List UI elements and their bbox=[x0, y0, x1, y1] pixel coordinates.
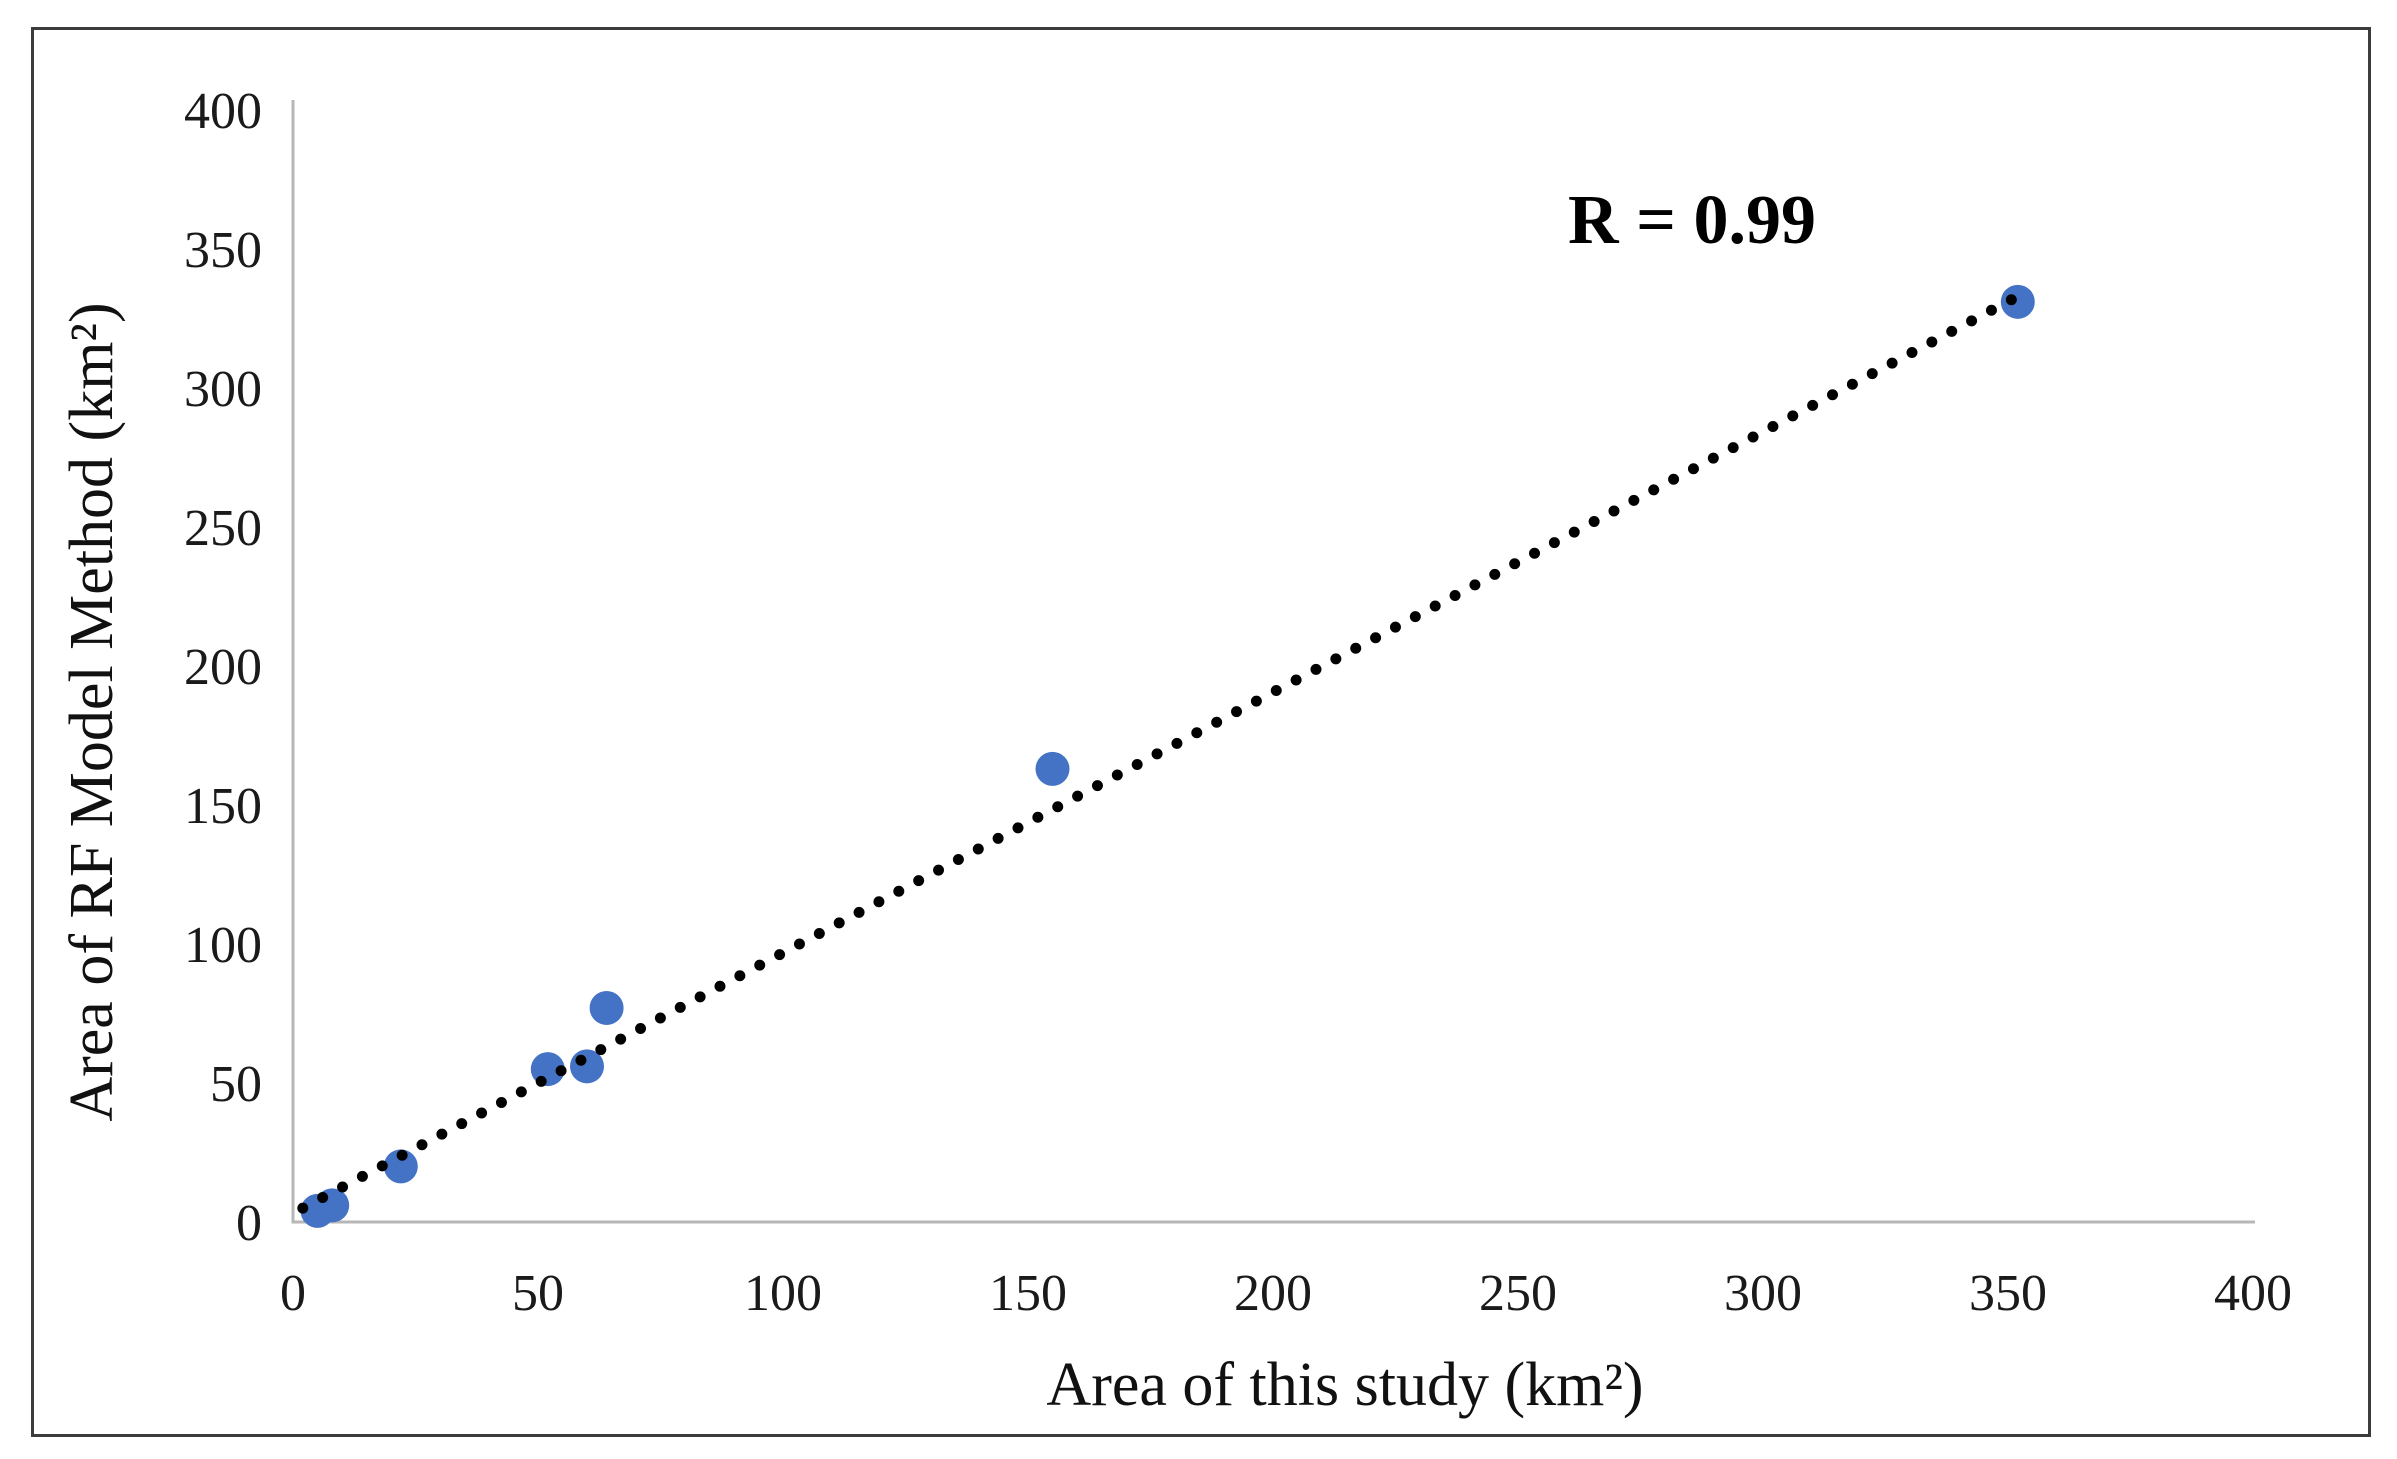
trendline-dotted-segment bbox=[297, 290, 2024, 1214]
x-axis-tick-labels: 0 50 100 150 200 250 300 350 400 bbox=[280, 1265, 2292, 1322]
x-tick-label: 50 bbox=[512, 1265, 564, 1322]
x-tick-label: 0 bbox=[280, 1265, 306, 1322]
x-tick-label: 350 bbox=[1969, 1265, 2047, 1322]
y-tick-label: 300 bbox=[184, 361, 262, 418]
data-point-marker bbox=[383, 1149, 418, 1184]
correlation-annotation: R = 0.99 bbox=[1568, 182, 1816, 259]
y-tick-label: 350 bbox=[184, 222, 262, 279]
data-point-marker bbox=[1035, 751, 1070, 786]
axes bbox=[291, 100, 2255, 1224]
x-tick-label: 400 bbox=[2214, 1265, 2292, 1322]
y-tick-label: 250 bbox=[184, 500, 262, 557]
y-tick-label: 200 bbox=[184, 639, 262, 696]
y-tick-label: 150 bbox=[184, 778, 262, 835]
y-tick-label: 100 bbox=[184, 917, 262, 974]
y-axis-tick-labels: 0 50 100 150 200 250 300 350 400 bbox=[184, 83, 262, 1252]
dotted-trendline bbox=[297, 290, 2024, 1214]
y-tick-label: 0 bbox=[236, 1195, 262, 1252]
x-tick-label: 250 bbox=[1479, 1265, 1557, 1322]
data-point-marker bbox=[2000, 284, 2035, 319]
x-axis-title: Area of this study (km²) bbox=[1046, 1351, 1643, 1419]
y-tick-label: 50 bbox=[210, 1056, 262, 1113]
data-point-marker bbox=[589, 990, 624, 1025]
x-tick-label: 200 bbox=[1234, 1265, 1312, 1322]
x-tick-label: 100 bbox=[744, 1265, 822, 1322]
y-axis-title: Area of RF Model Method (km²) bbox=[58, 302, 126, 1121]
y-tick-label: 400 bbox=[184, 83, 262, 140]
x-tick-label: 150 bbox=[989, 1265, 1067, 1322]
x-tick-label: 300 bbox=[1724, 1265, 1802, 1322]
